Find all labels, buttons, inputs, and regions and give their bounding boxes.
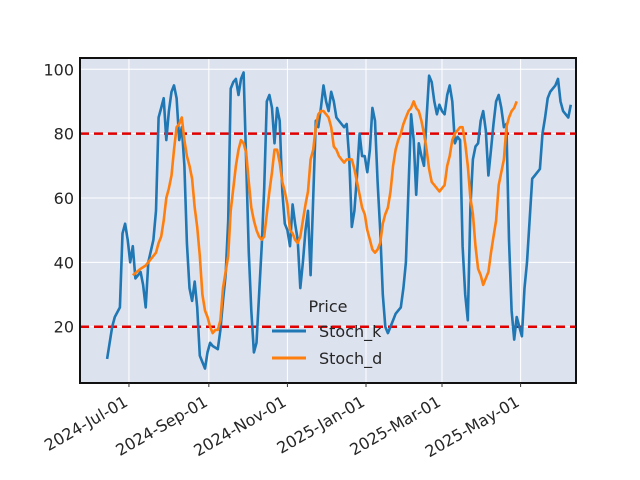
legend-title: Price bbox=[308, 297, 347, 316]
y-tick-label: 100 bbox=[43, 60, 74, 79]
series-line-stoch-d bbox=[131, 100, 518, 335]
legend-label-stoch-k: Stoch_k bbox=[319, 322, 382, 342]
legend: Price Stoch_k Stoch_d bbox=[272, 297, 382, 369]
y-tick-label: 80 bbox=[54, 125, 74, 144]
y-tick-label: 60 bbox=[54, 189, 74, 208]
y-tick-label: 20 bbox=[54, 318, 74, 337]
y-tick-label: 40 bbox=[54, 253, 74, 272]
series-lines bbox=[105, 71, 573, 370]
legend-label-stoch-d: Stoch_d bbox=[319, 349, 382, 369]
y-axis-ticks: 20 40 60 80 100 bbox=[43, 60, 74, 336]
series-line-stoch-k bbox=[105, 71, 573, 370]
plot-frame bbox=[79, 57, 577, 384]
x-axis-ticks: 2024-Jul-012024-Sep-012024-Nov-012025-Ja… bbox=[41, 383, 523, 461]
